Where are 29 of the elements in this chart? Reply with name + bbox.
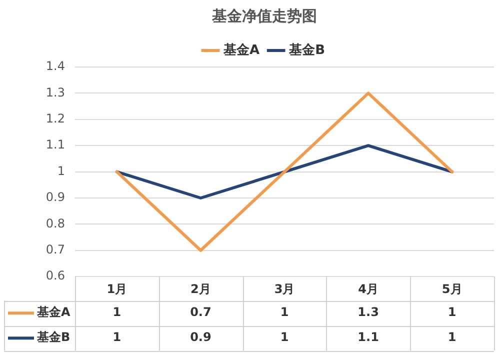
data-label: 1 bbox=[448, 305, 456, 320]
y-tick-label: 0.6 bbox=[46, 268, 65, 283]
text: 基金A bbox=[37, 305, 70, 320]
text: 基金B bbox=[37, 330, 70, 344]
legend-label: 基金A bbox=[222, 42, 260, 58]
legend-label: 基金B bbox=[288, 42, 325, 58]
data-label: 0.7 bbox=[190, 305, 212, 320]
data-label: 1 bbox=[280, 305, 289, 320]
x-tick-label: 2月 bbox=[190, 282, 211, 296]
y-tick-label: 0.9 bbox=[46, 190, 65, 204]
data-label: 1.1 bbox=[358, 330, 379, 344]
data-label: 1 bbox=[112, 330, 122, 344]
y-tick-label: 1.1 bbox=[46, 138, 65, 152]
y-tick-label: 1.4 bbox=[46, 59, 65, 74]
x-tick-label: 5月 bbox=[442, 282, 462, 296]
x-tick-label: 1月 bbox=[106, 282, 128, 296]
data-label: 0.9 bbox=[190, 330, 212, 344]
chart-title: 基金净值走势图 bbox=[211, 6, 317, 25]
x-tick-label: 4月 bbox=[358, 282, 378, 296]
y-tick-label: 1 bbox=[57, 164, 65, 178]
data-label: 1 bbox=[112, 305, 122, 320]
y-tick-label: 1.3 bbox=[46, 85, 65, 100]
x-tick-label: 3月 bbox=[274, 282, 295, 296]
data-label: 1 bbox=[280, 330, 289, 344]
y-tick-label: 0.8 bbox=[46, 216, 65, 230]
y-tick-label: 1.2 bbox=[46, 112, 65, 126]
data-label: 1.3 bbox=[358, 305, 379, 320]
y-tick-label: 0.7 bbox=[46, 242, 65, 257]
data-label: 1 bbox=[448, 330, 456, 344]
